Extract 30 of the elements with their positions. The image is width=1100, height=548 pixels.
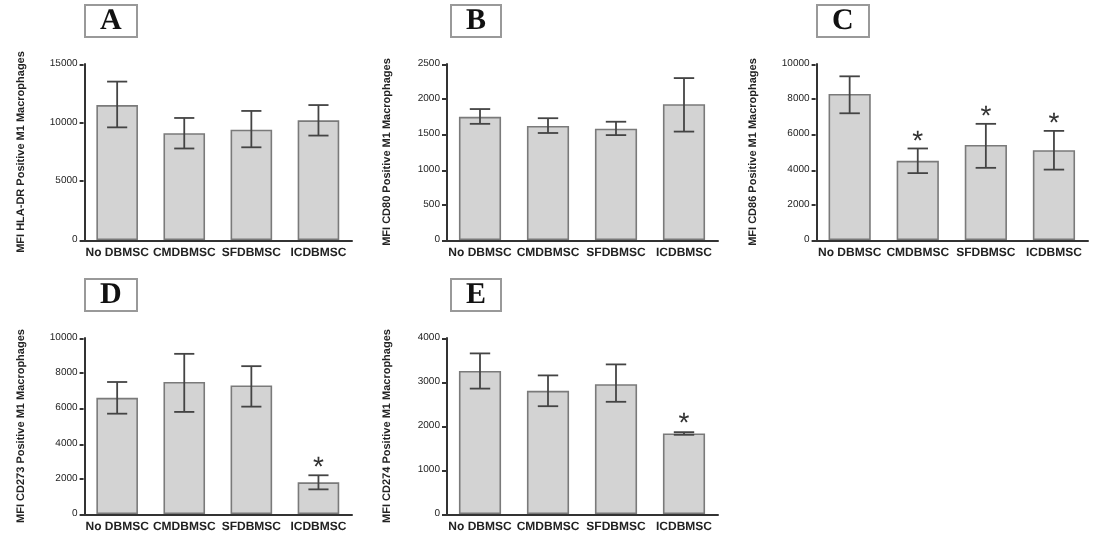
bar [662,104,706,240]
chart-title: B [466,5,487,37]
annotation: * [678,406,691,439]
bar [458,371,502,514]
bar [828,93,871,240]
bar [526,390,570,514]
bar [896,160,939,240]
bar [163,133,206,240]
annotation: * [912,123,925,156]
bar [163,382,206,514]
annotation: * [313,450,325,483]
bar [1032,150,1076,240]
bar [526,125,570,240]
annotation: * [980,99,993,132]
bar [230,385,273,514]
bar [964,144,1007,240]
annotation: * [1048,106,1061,139]
bar [230,129,273,240]
bar [297,482,340,514]
bar [594,128,638,240]
bar [96,105,138,240]
bar [96,397,138,514]
bar [594,384,638,514]
chart-title: E [466,279,487,311]
bar [458,116,502,240]
bar [662,433,706,514]
chart-title: A [100,5,122,37]
chart-title: C [832,5,854,37]
bar [297,120,340,240]
chart-title: D [100,279,122,311]
